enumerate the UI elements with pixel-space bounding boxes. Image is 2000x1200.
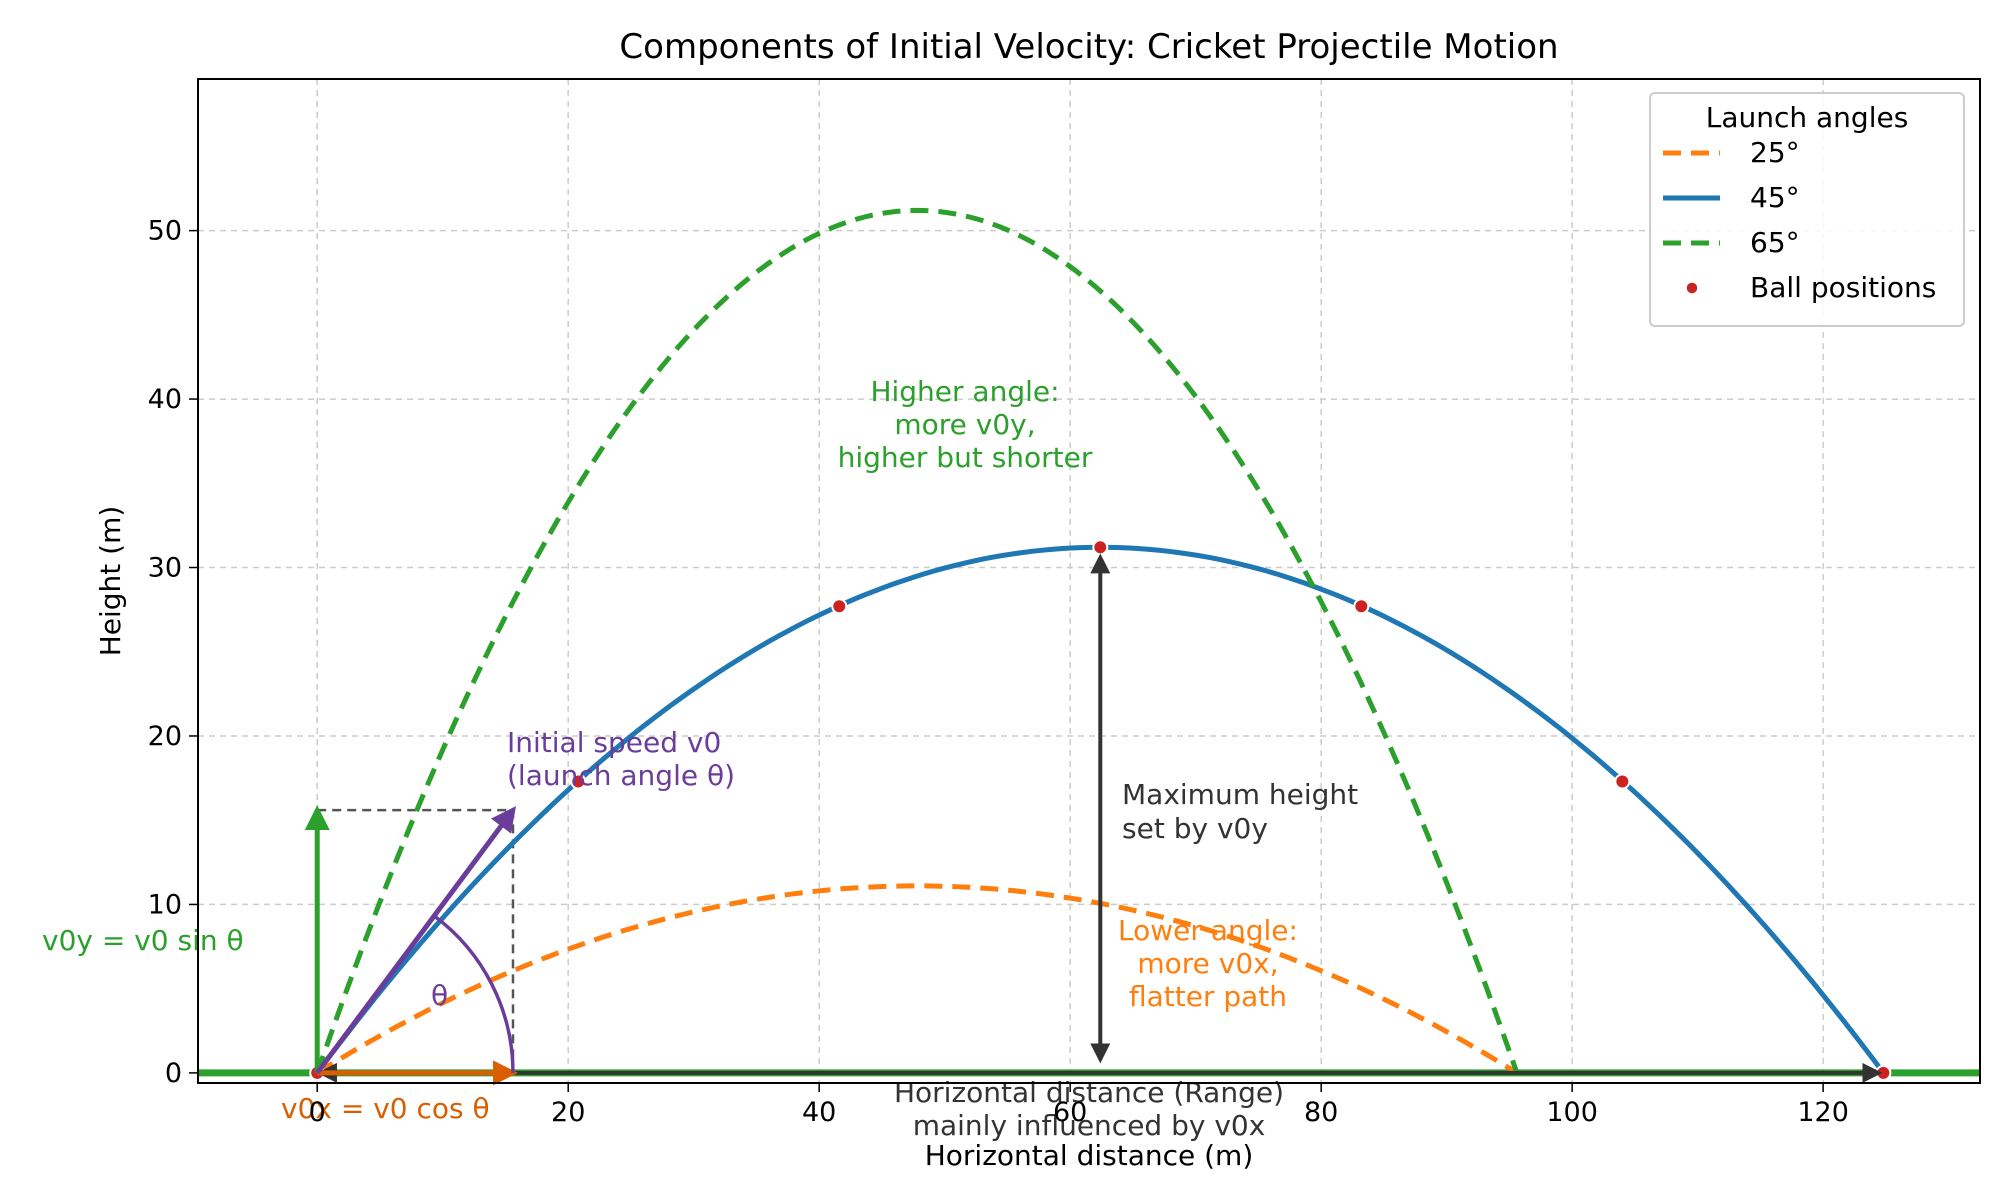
low-angle-note-line: flatter path bbox=[1129, 980, 1287, 1013]
range-note: Horizontal distance (Range) mainly influe… bbox=[894, 1076, 1284, 1142]
legend-title: Launch angles bbox=[1706, 101, 1909, 134]
high-angle-note-line: higher but shorter bbox=[838, 441, 1093, 474]
x-tick-label: 120 bbox=[1797, 1097, 1849, 1128]
legend-box bbox=[1649, 92, 1965, 327]
x-tick-label: 80 bbox=[1304, 1097, 1338, 1128]
ball-position-marker bbox=[1614, 773, 1631, 790]
ball-position-marker bbox=[1875, 1064, 1892, 1081]
v0y-label: v0y = v0 sin θ bbox=[42, 924, 244, 957]
max-height-note: Maximum height set by v0y bbox=[1122, 778, 1358, 845]
x-axis-label: Horizontal distance (m) bbox=[925, 1139, 1254, 1172]
theta-arc bbox=[433, 914, 515, 1073]
chart-title: Components of Initial Velocity: Cricket … bbox=[619, 27, 1558, 67]
plot-frame bbox=[197, 78, 1981, 1084]
y-axis-ticks: 0 10 20 30 40 50 bbox=[148, 216, 198, 1089]
ball-position-marker bbox=[1092, 539, 1109, 556]
legend-entry-label: 45° bbox=[1750, 181, 1800, 214]
legend-swatch bbox=[1685, 281, 1699, 295]
v0-label: Initial speed v0 (launch angle θ) bbox=[507, 726, 735, 792]
range-note-line: mainly influenced by v0x bbox=[913, 1109, 1266, 1142]
legend-entry-label: Ball positions bbox=[1750, 271, 1936, 304]
v0-label-line: Initial speed v0 bbox=[507, 726, 721, 759]
x-tick-label: 100 bbox=[1546, 1097, 1598, 1128]
high-angle-note-line: Higher angle: bbox=[870, 375, 1059, 408]
high-angle-note-line: more v0y, bbox=[894, 408, 1035, 441]
legend-entry-label: 25° bbox=[1750, 136, 1800, 169]
y-tick-label: 40 bbox=[148, 384, 182, 415]
x-tick-label: 40 bbox=[802, 1097, 836, 1128]
theta-label: θ bbox=[431, 979, 448, 1012]
x-tick-label: 0 bbox=[309, 1097, 326, 1128]
low-angle-note-line: more v0x, bbox=[1137, 947, 1278, 980]
v0-label-line: (launch angle θ) bbox=[507, 759, 735, 792]
max-height-note-line: Maximum height bbox=[1122, 778, 1358, 811]
y-tick-label: 30 bbox=[148, 553, 182, 584]
trajectory-25deg bbox=[315, 883, 1519, 1076]
low-angle-note-line: Lower angle: bbox=[1118, 914, 1298, 947]
plot-area bbox=[198, 207, 1980, 1081]
max-height-note-line: set by v0y bbox=[1122, 812, 1268, 845]
ball-position-marker bbox=[831, 598, 848, 615]
y-axis-label: Height (m) bbox=[94, 506, 127, 657]
v0x-label: v0x = v0 cos θ bbox=[281, 1092, 490, 1125]
v0-arrow bbox=[315, 806, 516, 1075]
x-axis-ticks: 0 20 40 60 80 100 120 bbox=[309, 1083, 1849, 1128]
theta-label-line: θ bbox=[431, 979, 448, 1012]
v0x-label-line: v0x = v0 cos θ bbox=[281, 1092, 490, 1125]
ball-position-marker bbox=[570, 773, 587, 790]
y-tick-label: 20 bbox=[148, 721, 182, 752]
high-angle-note: Higher angle: more v0y, higher but shorter bbox=[838, 375, 1093, 474]
range-note-line: Horizontal distance (Range) bbox=[894, 1076, 1284, 1109]
low-angle-note: Lower angle: more v0x, flatter path bbox=[1118, 914, 1298, 1013]
y-tick-label: 0 bbox=[165, 1058, 182, 1089]
x-tick-label: 20 bbox=[551, 1097, 585, 1128]
trajectory-65deg bbox=[314, 207, 1520, 1074]
legend-entry-label: 65° bbox=[1750, 226, 1800, 259]
y-tick-label: 50 bbox=[148, 216, 182, 247]
annotations: Initial speed v0 (launch angle θ) θ v0y = v… bbox=[42, 375, 1883, 1142]
v0y-label-line: v0y = v0 sin θ bbox=[42, 924, 244, 957]
x-tick-label: 60 bbox=[1053, 1097, 1087, 1128]
ball-position-marker bbox=[1353, 598, 1370, 615]
y-tick-label: 10 bbox=[148, 889, 182, 920]
